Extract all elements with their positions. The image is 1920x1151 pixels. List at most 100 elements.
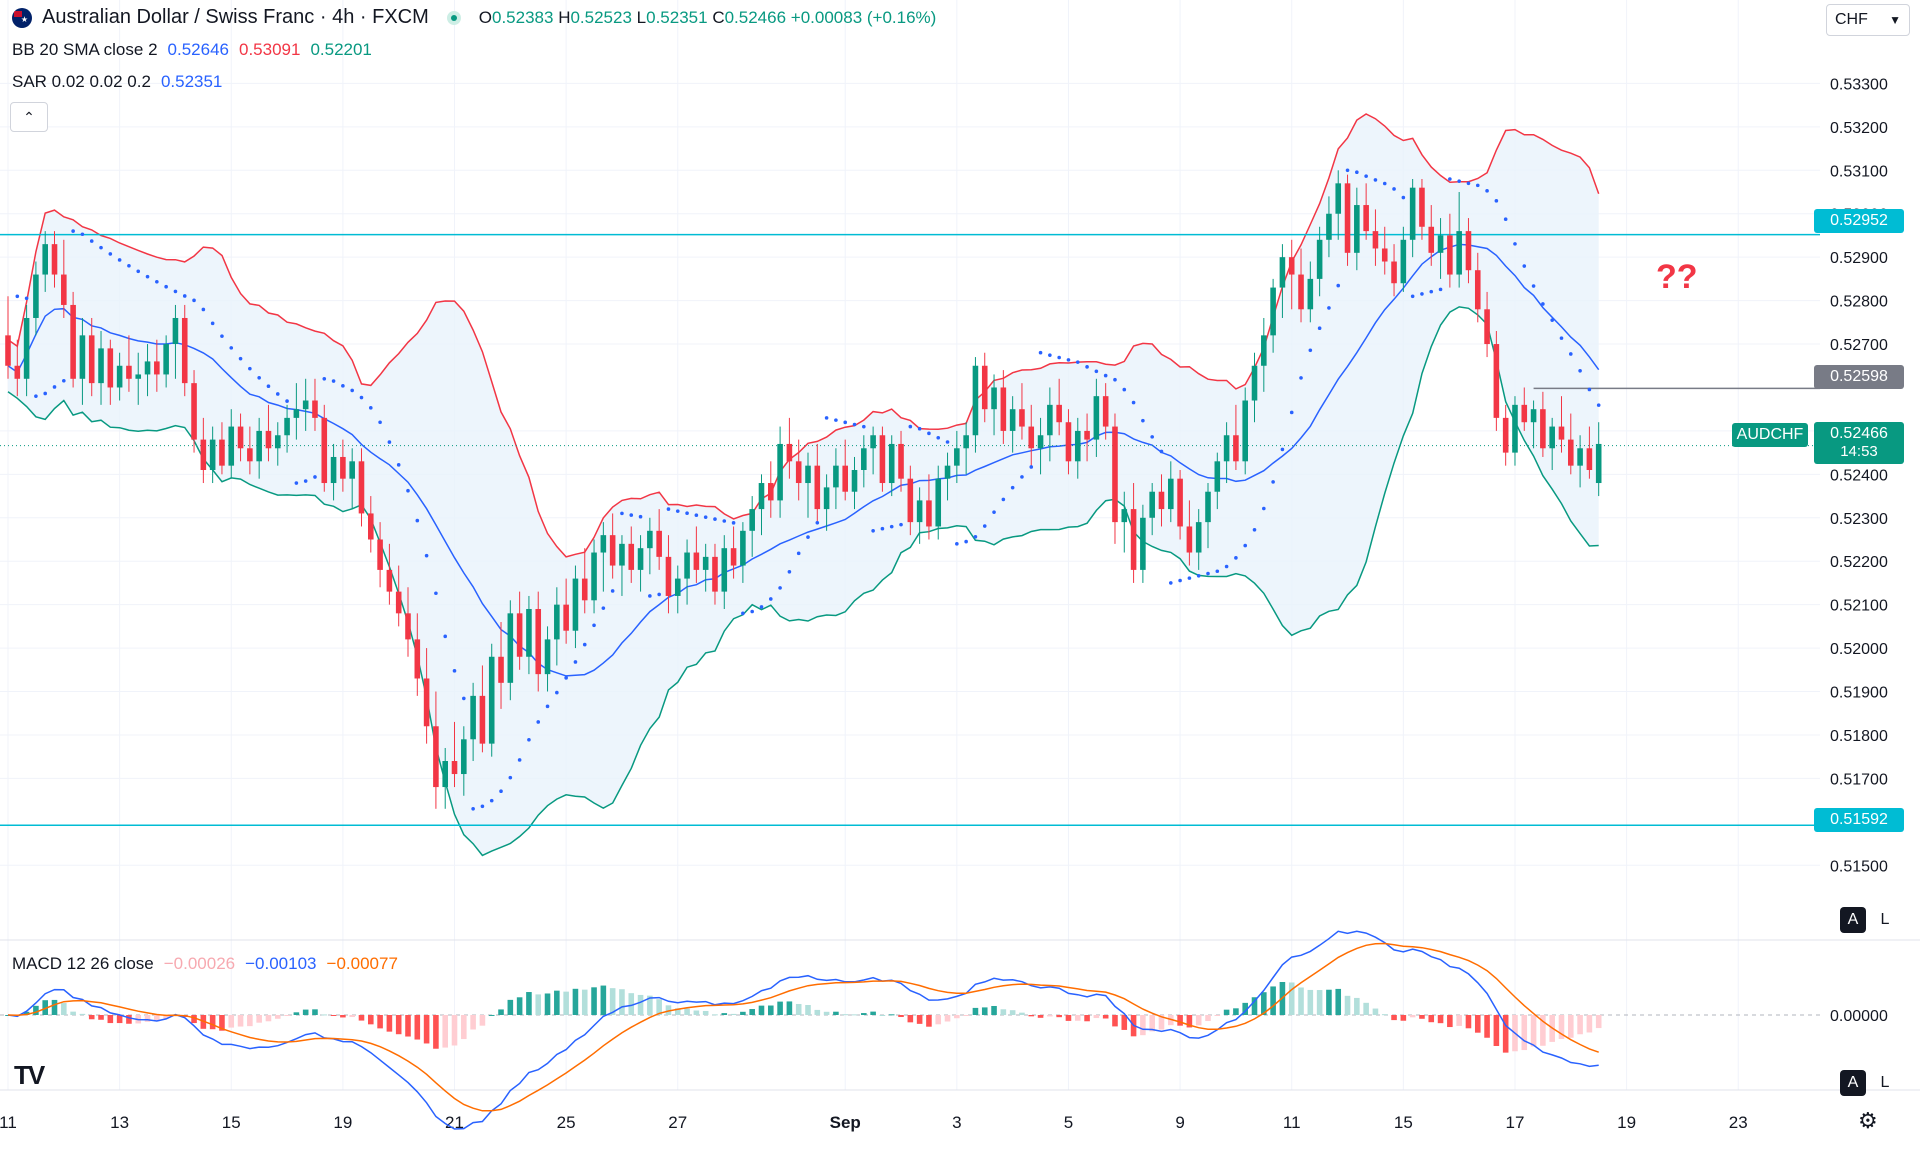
sar-dot (1596, 403, 1601, 407)
candle-body (1549, 426, 1555, 449)
candle-body (368, 513, 374, 540)
sar-dot (406, 488, 410, 493)
macd-histogram-bar (814, 1009, 821, 1015)
macd-histogram-bar (1102, 1015, 1109, 1019)
sar-dot (1048, 353, 1052, 357)
settings-gear-icon[interactable]: ⚙ (1858, 1108, 1878, 1133)
sar-dot (499, 789, 503, 794)
macd-histogram-bar (805, 1005, 811, 1015)
macd-histogram-bar (191, 1015, 197, 1024)
macd-histogram-bar (79, 1013, 86, 1015)
sar-dot (1355, 170, 1359, 175)
sar-dot (238, 356, 243, 361)
x-tick-label: Sep (830, 1113, 861, 1132)
macd-histogram-bar (116, 1015, 123, 1024)
candle-body (256, 430, 262, 462)
macd-histogram-bar (1177, 1015, 1183, 1026)
sar-legend[interactable]: SAR 0.02 0.02 0.2 0.52351 (12, 72, 222, 92)
collapse-legend-button[interactable]: ⌃ (10, 102, 48, 132)
candle-body (1288, 257, 1295, 275)
macd-histogram-bar (1288, 982, 1295, 1015)
candle-body (88, 335, 95, 384)
y-tick-label: 0.51900 (1830, 685, 1888, 702)
candle-body (172, 317, 179, 345)
macd-log-scale-button[interactable]: L (1880, 1074, 1890, 1091)
candle-body (479, 695, 486, 744)
macd-histogram-bar (768, 1005, 774, 1015)
candle-body (1595, 443, 1602, 484)
sar-dot (862, 424, 866, 429)
sar-dot (71, 229, 75, 233)
macd-histogram-bar (684, 1008, 690, 1015)
x-tick-label: 19 (1617, 1113, 1636, 1132)
macd-histogram-bar (1381, 1014, 1388, 1016)
sar-dot (1271, 480, 1275, 484)
candle-body (1037, 435, 1044, 449)
sar-dot (1485, 189, 1489, 193)
macd-histogram-bar (777, 1001, 783, 1015)
candle-body (5, 335, 11, 366)
macd-histogram-bar (879, 1014, 886, 1016)
sar-dot (871, 529, 875, 533)
sar-dot (275, 392, 280, 396)
macd-histogram-bar (1391, 1015, 1397, 1021)
candle-body (954, 448, 960, 466)
macd-histogram-bar (312, 1009, 318, 1015)
y-tick-label: 0.52100 (1830, 598, 1888, 615)
sar-dot (1206, 571, 1210, 576)
chart-title[interactable]: Australian Dollar / Swiss Franc · 4h · F… (42, 6, 429, 28)
candle-body (870, 435, 876, 449)
auto-scale-button[interactable]: A (1840, 907, 1866, 933)
candle-body (1251, 365, 1258, 401)
macd-histogram-bar (377, 1015, 383, 1029)
macd-histogram-bar (330, 1015, 337, 1016)
candle-body (1381, 248, 1388, 262)
candle-body (1102, 396, 1109, 427)
candle-body (1419, 187, 1425, 227)
macd-histogram-bar (702, 1010, 709, 1015)
macd-histogram-bar (42, 1000, 48, 1015)
macd-histogram-bar (1558, 1015, 1565, 1039)
macd-auto-scale-button[interactable]: A (1840, 1070, 1866, 1096)
x-tick-label: 5 (1064, 1113, 1073, 1132)
macd-histogram-bar (656, 999, 662, 1015)
macd-histogram-bar (98, 1015, 104, 1020)
macd-histogram-bar (619, 989, 625, 1015)
macd-histogram-bar (1261, 992, 1267, 1015)
candle-body (293, 409, 300, 418)
macd-histogram-bar (1372, 1008, 1379, 1015)
candle-body (1316, 239, 1323, 279)
candle-body (228, 426, 235, 466)
sar-dot (1448, 177, 1452, 181)
log-scale-button[interactable]: L (1880, 911, 1890, 928)
candle-body (786, 443, 793, 462)
sar-dot (1299, 376, 1303, 380)
candle-body (823, 487, 830, 510)
symbol-tag: AUDCHF (1732, 423, 1808, 447)
candle-body (451, 761, 458, 775)
tradingview-logo[interactable]: TV (14, 1060, 45, 1090)
candle-body (321, 417, 328, 484)
candle-body (879, 435, 886, 484)
currency-selector[interactable]: CHF ▼ (1826, 4, 1910, 36)
sar-dot (796, 551, 801, 556)
sar-dot (722, 519, 727, 523)
macd-histogram-bar (414, 1015, 421, 1040)
y-tick-label: 0.53200 (1830, 120, 1888, 137)
macd-histogram-bar (1214, 1015, 1221, 1016)
sar-dot (489, 798, 494, 803)
bb-legend[interactable]: BB 20 SMA close 2 0.52646 0.53091 0.5220… (12, 40, 372, 60)
candle-body (219, 439, 225, 466)
candle-body (1270, 287, 1276, 336)
sar-dot (192, 298, 196, 303)
candle-body (126, 365, 132, 379)
candle-body (79, 335, 86, 379)
candle-body (1428, 226, 1435, 253)
macd-legend[interactable]: MACD 12 26 close −0.00026 −0.00103 −0.00… (12, 954, 398, 974)
macd-histogram-bar (991, 1005, 997, 1015)
candle-body (1456, 231, 1462, 275)
candle-body (693, 552, 700, 570)
macd-histogram-bar (23, 1011, 30, 1015)
y-tick-label: 0.51500 (1830, 858, 1888, 875)
